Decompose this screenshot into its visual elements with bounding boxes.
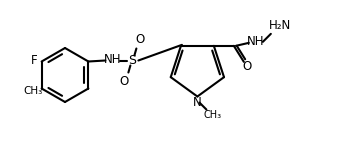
Text: H₂N: H₂N bbox=[269, 19, 291, 32]
Text: S: S bbox=[128, 54, 137, 67]
Text: O: O bbox=[136, 33, 145, 46]
Text: NH: NH bbox=[247, 35, 265, 48]
Text: N: N bbox=[193, 96, 202, 109]
Text: CH₃: CH₃ bbox=[203, 109, 221, 120]
Text: CH₃: CH₃ bbox=[23, 86, 42, 95]
Text: F: F bbox=[31, 54, 38, 67]
Text: NH: NH bbox=[104, 53, 121, 66]
Text: O: O bbox=[120, 75, 129, 88]
Text: O: O bbox=[242, 60, 251, 73]
